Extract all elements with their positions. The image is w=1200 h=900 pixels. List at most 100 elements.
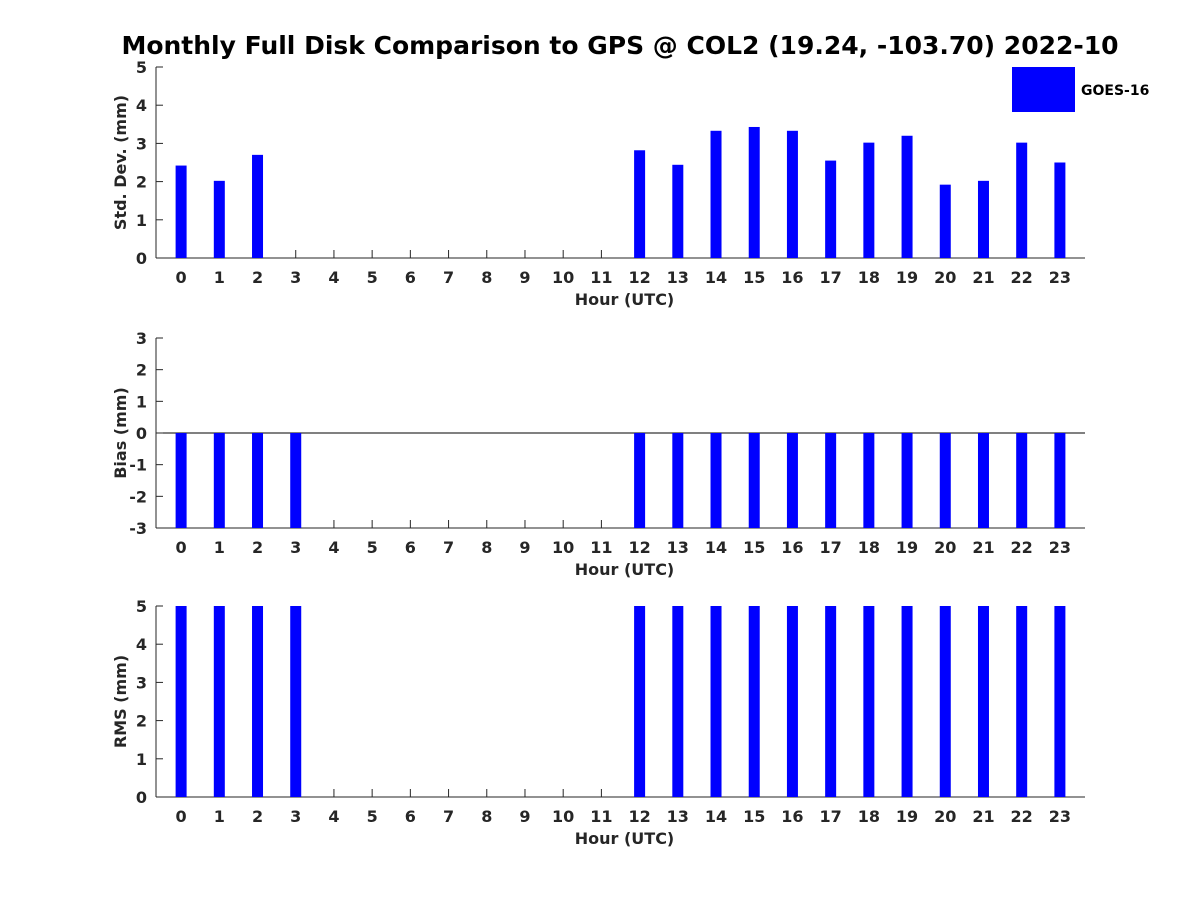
rms-x-tick-label: 18 bbox=[858, 807, 880, 826]
rms-y-tick-label: 5 bbox=[136, 597, 147, 616]
bias-x-tick-label: 20 bbox=[934, 538, 956, 557]
bias-x-tick-label: 1 bbox=[214, 538, 225, 557]
std-bar-hour-2 bbox=[252, 154, 264, 258]
rms-bar-hour-20 bbox=[939, 606, 951, 797]
std-bar-hour-20 bbox=[939, 184, 951, 258]
std-bar-hour-17 bbox=[825, 160, 837, 258]
rms-bar-hour-14 bbox=[710, 606, 722, 797]
bias-bar-hour-14 bbox=[710, 433, 722, 528]
bias-y-tick-label: -2 bbox=[129, 487, 147, 506]
bias-y-tick-label: 1 bbox=[136, 392, 147, 411]
rms-bar-hour-23 bbox=[1054, 606, 1066, 797]
rms-y-tick-label: 2 bbox=[136, 712, 147, 731]
std-x-tick-label: 1 bbox=[214, 268, 225, 287]
bias-y-tick-label: -1 bbox=[129, 456, 147, 475]
rms-x-tick-label: 12 bbox=[628, 807, 650, 826]
std-y-tick-label: 3 bbox=[136, 134, 147, 153]
std-bar-hour-12 bbox=[634, 150, 646, 258]
std-y-tick-label: 2 bbox=[136, 173, 147, 192]
std-y-tick-label: 5 bbox=[136, 58, 147, 77]
bias-bar-hour-12 bbox=[634, 433, 646, 528]
rms-x-tick-label: 13 bbox=[667, 807, 689, 826]
std-bar-hour-1 bbox=[213, 180, 225, 258]
std-x-tick-label: 11 bbox=[590, 268, 612, 287]
std-y-tick-label: 4 bbox=[136, 96, 147, 115]
rms-x-tick-label: 23 bbox=[1049, 807, 1071, 826]
legend-swatch bbox=[1012, 67, 1075, 112]
rms-bar-hour-12 bbox=[634, 606, 646, 797]
bias-y-tick-label: 0 bbox=[136, 424, 147, 443]
std-x-tick-label: 17 bbox=[820, 268, 842, 287]
bias-bar-hour-15 bbox=[748, 433, 760, 528]
std-bar-hour-15 bbox=[748, 126, 760, 258]
rms-bar-hour-18 bbox=[863, 606, 875, 797]
std-x-tick-label: 3 bbox=[290, 268, 301, 287]
bias-x-tick-label: 0 bbox=[176, 538, 187, 557]
rms-bar-hour-17 bbox=[825, 606, 837, 797]
std-x-tick-label: 4 bbox=[328, 268, 339, 287]
std-x-tick-label: 18 bbox=[858, 268, 880, 287]
rms-bar-hour-16 bbox=[786, 606, 798, 797]
rms-y-axis-label: RMS (mm) bbox=[111, 655, 130, 748]
bias-bar-hour-1 bbox=[213, 433, 225, 528]
rms-x-tick-label: 21 bbox=[972, 807, 994, 826]
rms-x-tick-label: 7 bbox=[443, 807, 454, 826]
std-x-tick-label: 10 bbox=[552, 268, 574, 287]
bias-x-tick-label: 11 bbox=[590, 538, 612, 557]
std-bar-hour-0 bbox=[175, 165, 187, 258]
bias-bar-hour-2 bbox=[252, 433, 264, 528]
rms-x-axis-label: Hour (UTC) bbox=[575, 829, 675, 848]
bias-x-tick-label: 4 bbox=[328, 538, 339, 557]
bias-bar-hour-13 bbox=[672, 433, 684, 528]
rms-x-tick-label: 6 bbox=[405, 807, 416, 826]
rms-bar-hour-19 bbox=[901, 606, 913, 797]
rms-x-tick-label: 4 bbox=[328, 807, 339, 826]
rms-x-tick-label: 5 bbox=[367, 807, 378, 826]
rms-x-tick-label: 10 bbox=[552, 807, 574, 826]
std-bar-hour-22 bbox=[1016, 142, 1028, 258]
rms-x-tick-label: 2 bbox=[252, 807, 263, 826]
rms-x-tick-label: 15 bbox=[743, 807, 765, 826]
bias-bar-hour-20 bbox=[939, 433, 951, 528]
figure-title: Monthly Full Disk Comparison to GPS @ CO… bbox=[121, 31, 1118, 60]
std-x-tick-label: 0 bbox=[176, 268, 187, 287]
bias-x-tick-label: 8 bbox=[481, 538, 492, 557]
std-x-tick-label: 5 bbox=[367, 268, 378, 287]
std-y-tick-label: 0 bbox=[136, 249, 147, 268]
rms-x-tick-label: 8 bbox=[481, 807, 492, 826]
bias-bar-hour-21 bbox=[977, 433, 989, 528]
rms-bar-hour-2 bbox=[252, 606, 264, 797]
std-bar-hour-19 bbox=[901, 135, 913, 258]
bias-bar-hour-16 bbox=[786, 433, 798, 528]
rms-x-tick-label: 16 bbox=[781, 807, 803, 826]
bias-bar-hour-17 bbox=[825, 433, 837, 528]
bias-x-tick-label: 16 bbox=[781, 538, 803, 557]
bias-x-tick-label: 23 bbox=[1049, 538, 1071, 557]
bias-x-tick-label: 15 bbox=[743, 538, 765, 557]
rms-x-tick-label: 11 bbox=[590, 807, 612, 826]
std-x-tick-label: 14 bbox=[705, 268, 727, 287]
bias-x-tick-label: 9 bbox=[519, 538, 530, 557]
bias-x-tick-label: 7 bbox=[443, 538, 454, 557]
rms-bar-hour-22 bbox=[1016, 606, 1028, 797]
rms-x-tick-label: 20 bbox=[934, 807, 956, 826]
rms-bar-hour-3 bbox=[290, 606, 302, 797]
std-x-tick-label: 12 bbox=[628, 268, 650, 287]
rms-y-tick-label: 3 bbox=[136, 673, 147, 692]
std-bar-hour-23 bbox=[1054, 162, 1066, 258]
std-x-tick-label: 13 bbox=[667, 268, 689, 287]
rms-x-tick-label: 14 bbox=[705, 807, 727, 826]
rms-bar-hour-15 bbox=[748, 606, 760, 797]
std-x-tick-label: 19 bbox=[896, 268, 918, 287]
bias-x-tick-label: 6 bbox=[405, 538, 416, 557]
bias-x-tick-label: 3 bbox=[290, 538, 301, 557]
std-x-axis-label: Hour (UTC) bbox=[575, 290, 675, 309]
std-x-tick-label: 9 bbox=[519, 268, 530, 287]
rms-bar-hour-0 bbox=[175, 606, 187, 797]
std-x-tick-label: 6 bbox=[405, 268, 416, 287]
legend-label: GOES-16 bbox=[1081, 83, 1149, 99]
std-x-tick-label: 20 bbox=[934, 268, 956, 287]
